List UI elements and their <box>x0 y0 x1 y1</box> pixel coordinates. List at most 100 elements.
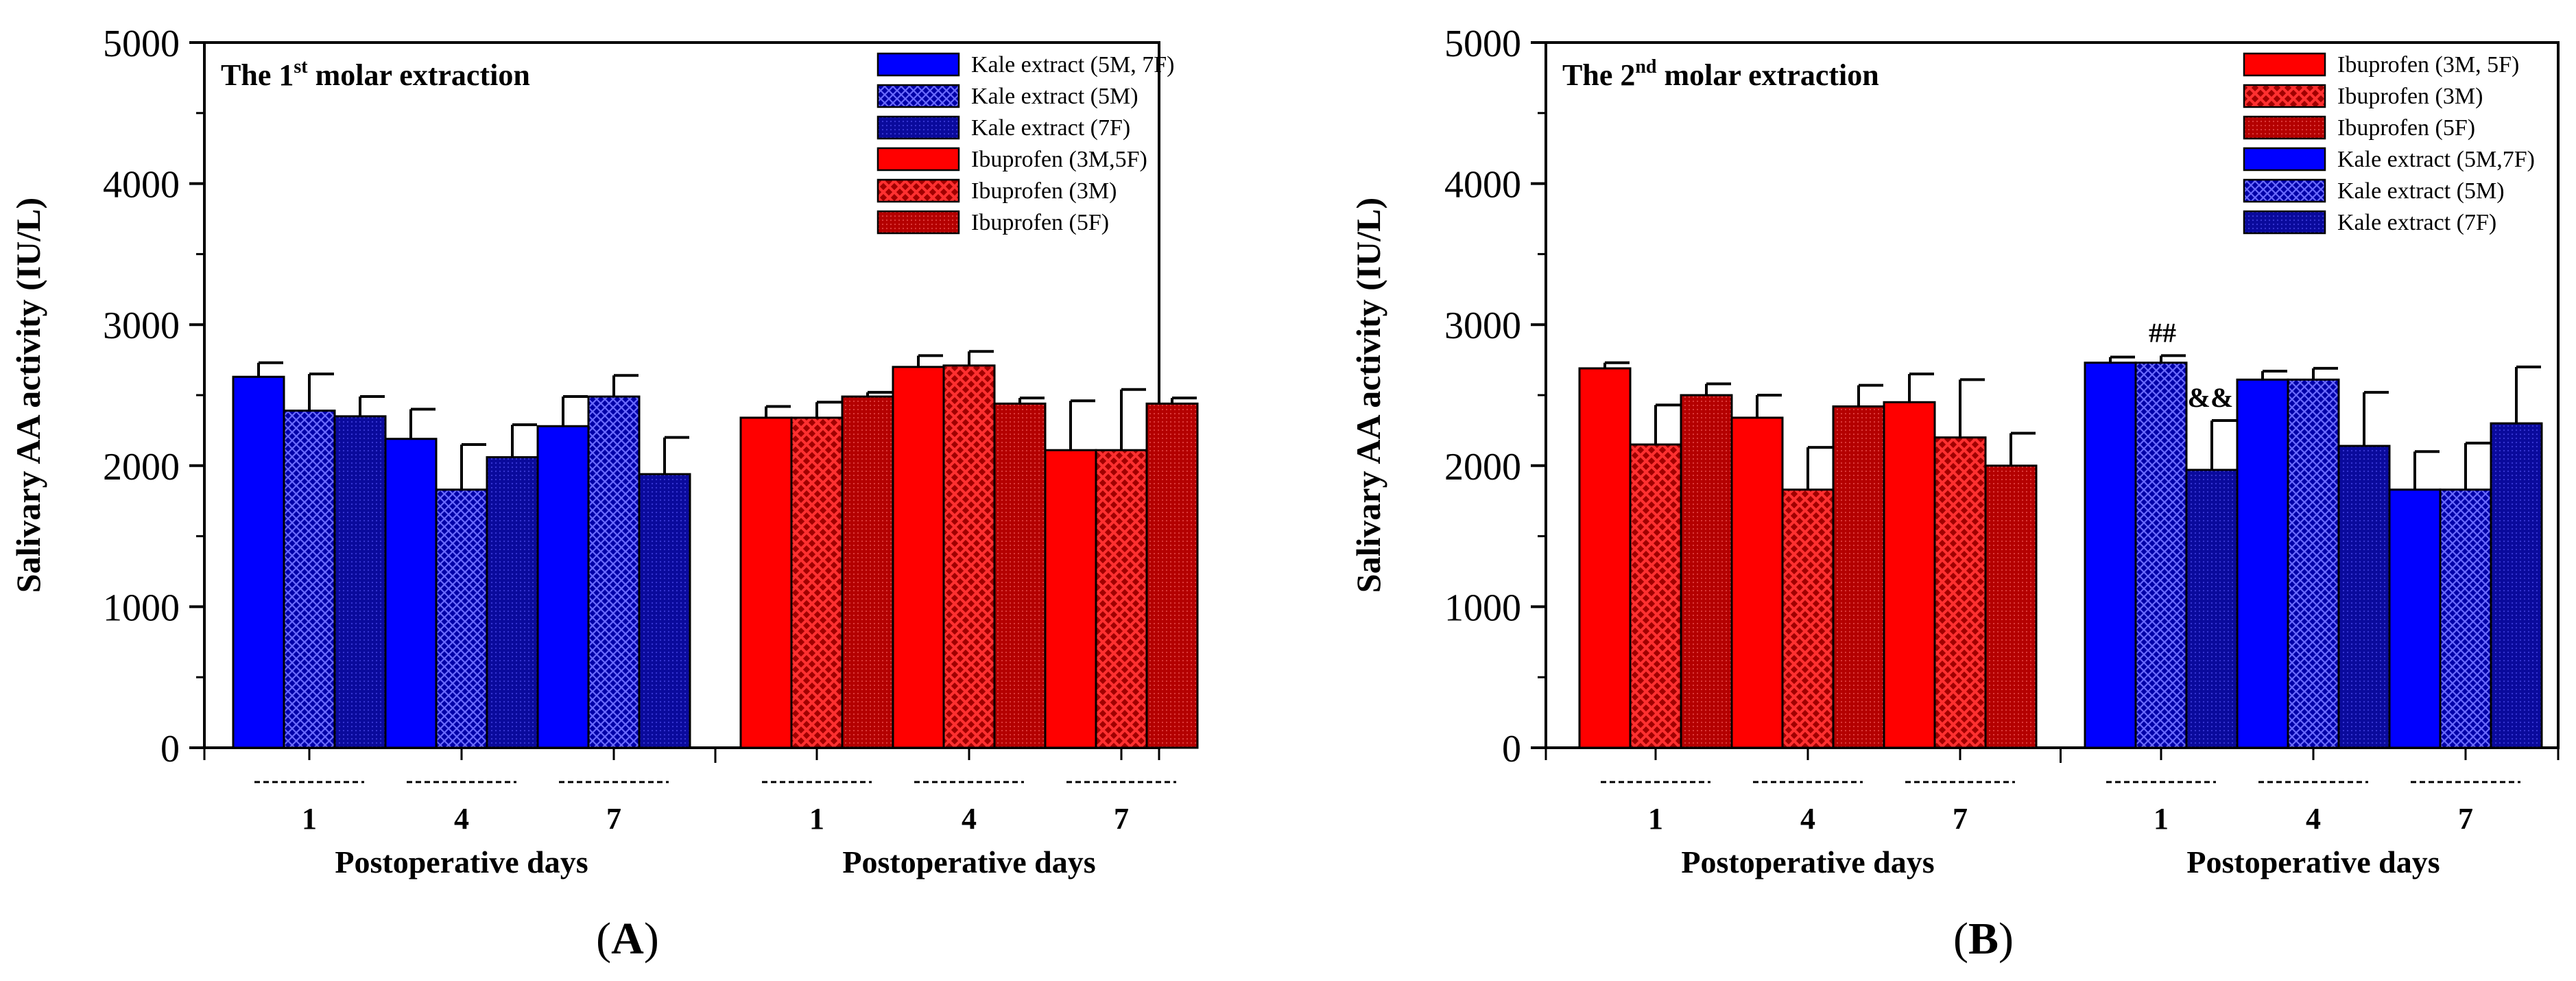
bar <box>2287 378 2340 749</box>
legend-swatch <box>2243 52 2326 77</box>
y-tick-label: 1000 <box>103 587 180 629</box>
bar <box>942 364 996 749</box>
panel-a-title: The 1st molar extraction <box>221 56 530 92</box>
y-tick-label: 2000 <box>1444 446 1521 488</box>
y-tick-label: 0 <box>160 728 180 770</box>
bar <box>2439 488 2492 749</box>
bar <box>1883 401 1936 749</box>
panel-a-bars <box>232 350 1199 749</box>
legend-swatch <box>876 84 960 108</box>
legend-swatch <box>2243 115 2326 140</box>
bar <box>1933 436 1987 749</box>
y-tick-label: 5000 <box>103 23 180 65</box>
bar <box>2236 378 2289 749</box>
y-tick-label: 4000 <box>103 164 180 206</box>
panel-b-legend: Ibuprofen (3M, 5F) Ibuprofen (3M) Ibuprofe… <box>2243 52 2535 235</box>
legend-label: Kale extract (5M,7F) <box>2337 147 2535 172</box>
legend-label: Ibuprofen (3M, 5F) <box>2337 52 2519 78</box>
bar <box>638 473 691 749</box>
bar <box>2134 362 2188 749</box>
x-tick-label: 7 <box>1114 802 1129 836</box>
panel-b-letter: B <box>1968 914 1999 964</box>
panel-a-letter: A <box>611 914 644 964</box>
y-tick-label: 3000 <box>103 305 180 347</box>
legend-swatch <box>876 52 960 77</box>
x-tick-label: 1 <box>2154 802 2169 836</box>
bar <box>2490 422 2543 749</box>
bar <box>536 425 590 749</box>
y-tick-label: 3000 <box>1444 305 1521 347</box>
x-tick-label: 4 <box>454 802 469 836</box>
legend-label: Kale extract (5M, 7F) <box>971 52 1174 78</box>
bar <box>2084 362 2137 749</box>
legend-swatch <box>2243 84 2326 108</box>
bar <box>1044 449 1097 749</box>
x-tick-label: 1 <box>302 802 317 836</box>
legend-swatch <box>2243 210 2326 235</box>
bar <box>2337 445 2391 749</box>
bar <box>384 438 438 749</box>
legend-label: Kale extract (5M) <box>971 84 1138 109</box>
bar <box>1095 449 1148 749</box>
bar <box>2185 469 2239 749</box>
bar <box>1145 402 1199 749</box>
y-tick-label: 2000 <box>103 446 180 488</box>
legend-swatch <box>876 210 960 235</box>
panel-b-bars <box>1578 354 2543 749</box>
x-tick-label: 4 <box>2306 802 2321 836</box>
panel-a-y-axis-label: Salivary AA activity (IU/L) <box>9 198 47 593</box>
panel-a-legend: Kale extract (5M, 7F) Kale extract (5M) Ka… <box>876 52 1174 235</box>
x-tick-label: 7 <box>2458 802 2473 836</box>
bar <box>2388 488 2442 749</box>
bar <box>333 415 387 749</box>
panel-b: 0 1000 2000 3000 4000 5000 1 4 7 Postoperative d… <box>1349 23 2560 964</box>
panel-b-x-axis: 1 4 7 Postoperative days 1 4 7 Postoperative da… <box>1545 748 2560 879</box>
bar <box>1781 488 1835 749</box>
bar <box>1832 405 1885 749</box>
legend-label: Kale extract (7F) <box>971 115 1130 141</box>
bar <box>841 395 894 749</box>
panel-a-x-axis: 1 4 7 Postoperative days 1 4 7 Postoperative da… <box>203 748 1176 879</box>
legend-swatch <box>2243 178 2326 203</box>
bar <box>232 375 285 749</box>
legend-label: Ibuprofen (5F) <box>971 210 1109 235</box>
panel-b-label: (B) <box>1953 914 2014 964</box>
legend-swatch <box>876 115 960 140</box>
x-axis-label: Postoperative days <box>335 844 588 879</box>
y-tick-label: 5000 <box>1444 23 1521 65</box>
x-tick-label: 7 <box>606 802 621 836</box>
bar <box>892 366 945 749</box>
legend-swatch <box>2243 147 2326 172</box>
panel-a-y-axis: 0 1000 2000 3000 4000 5000 <box>103 23 204 770</box>
x-tick-label: 7 <box>1953 802 1968 836</box>
panel-b-annotations: ## && <box>2149 317 2233 413</box>
panel-a-label: (A) <box>596 914 659 964</box>
y-tick-label: 0 <box>1502 728 1521 770</box>
bar <box>739 416 793 749</box>
bar <box>283 410 336 749</box>
bar <box>1629 443 1682 749</box>
bar <box>790 416 844 749</box>
panel-b-title: The 2nd molar extraction <box>1562 56 1879 92</box>
legend-label: Ibuprofen (3M) <box>971 178 1117 204</box>
significance-marker: && <box>2188 382 2234 413</box>
bar <box>587 395 641 749</box>
x-tick-label: 1 <box>1648 802 1663 836</box>
panel-b-y-axis-label: Salivary AA activity (IU/L) <box>1349 198 1387 593</box>
bar <box>435 488 488 749</box>
significance-marker: ## <box>2149 317 2176 348</box>
x-axis-label: Postoperative days <box>1681 844 1934 879</box>
panel-b-y-axis: 0 1000 2000 3000 4000 5000 <box>1444 23 1546 770</box>
x-tick-label: 4 <box>962 802 977 836</box>
bar <box>486 456 539 749</box>
legend-label: Ibuprofen (5F) <box>2337 115 2475 141</box>
bar <box>993 402 1047 749</box>
y-tick-label: 1000 <box>1444 587 1521 629</box>
legend-label: Kale extract (5M) <box>2337 178 2505 204</box>
x-tick-label: 1 <box>809 802 824 836</box>
x-tick-label: 4 <box>1800 802 1815 836</box>
bar <box>1984 464 2038 749</box>
bar <box>1730 416 1784 749</box>
legend-label: Kale extract (7F) <box>2337 210 2496 235</box>
